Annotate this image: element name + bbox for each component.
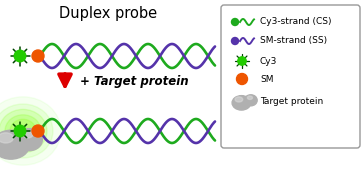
Ellipse shape xyxy=(23,131,33,138)
FancyBboxPatch shape xyxy=(221,5,360,148)
Circle shape xyxy=(32,125,44,137)
Circle shape xyxy=(238,57,246,65)
Text: SM-strand (SS): SM-strand (SS) xyxy=(260,36,327,46)
Ellipse shape xyxy=(10,119,36,143)
Ellipse shape xyxy=(5,115,41,147)
Ellipse shape xyxy=(0,104,53,158)
Ellipse shape xyxy=(244,95,257,106)
Text: Cy3: Cy3 xyxy=(260,57,277,66)
Circle shape xyxy=(14,50,26,62)
Text: Target protein: Target protein xyxy=(260,97,323,105)
Circle shape xyxy=(232,37,239,44)
Circle shape xyxy=(232,19,239,26)
Text: + Target protein: + Target protein xyxy=(80,75,189,88)
Ellipse shape xyxy=(247,96,253,99)
Ellipse shape xyxy=(0,133,13,143)
Text: Cy3-strand (CS): Cy3-strand (CS) xyxy=(260,18,332,26)
Text: Duplex probe: Duplex probe xyxy=(59,6,157,21)
Ellipse shape xyxy=(0,130,30,159)
Text: SM: SM xyxy=(260,74,274,84)
Circle shape xyxy=(236,74,248,84)
Ellipse shape xyxy=(0,97,61,165)
Ellipse shape xyxy=(232,96,251,110)
Ellipse shape xyxy=(235,97,243,102)
Ellipse shape xyxy=(0,109,47,153)
Circle shape xyxy=(32,50,44,62)
Ellipse shape xyxy=(17,129,42,151)
Circle shape xyxy=(14,125,26,137)
